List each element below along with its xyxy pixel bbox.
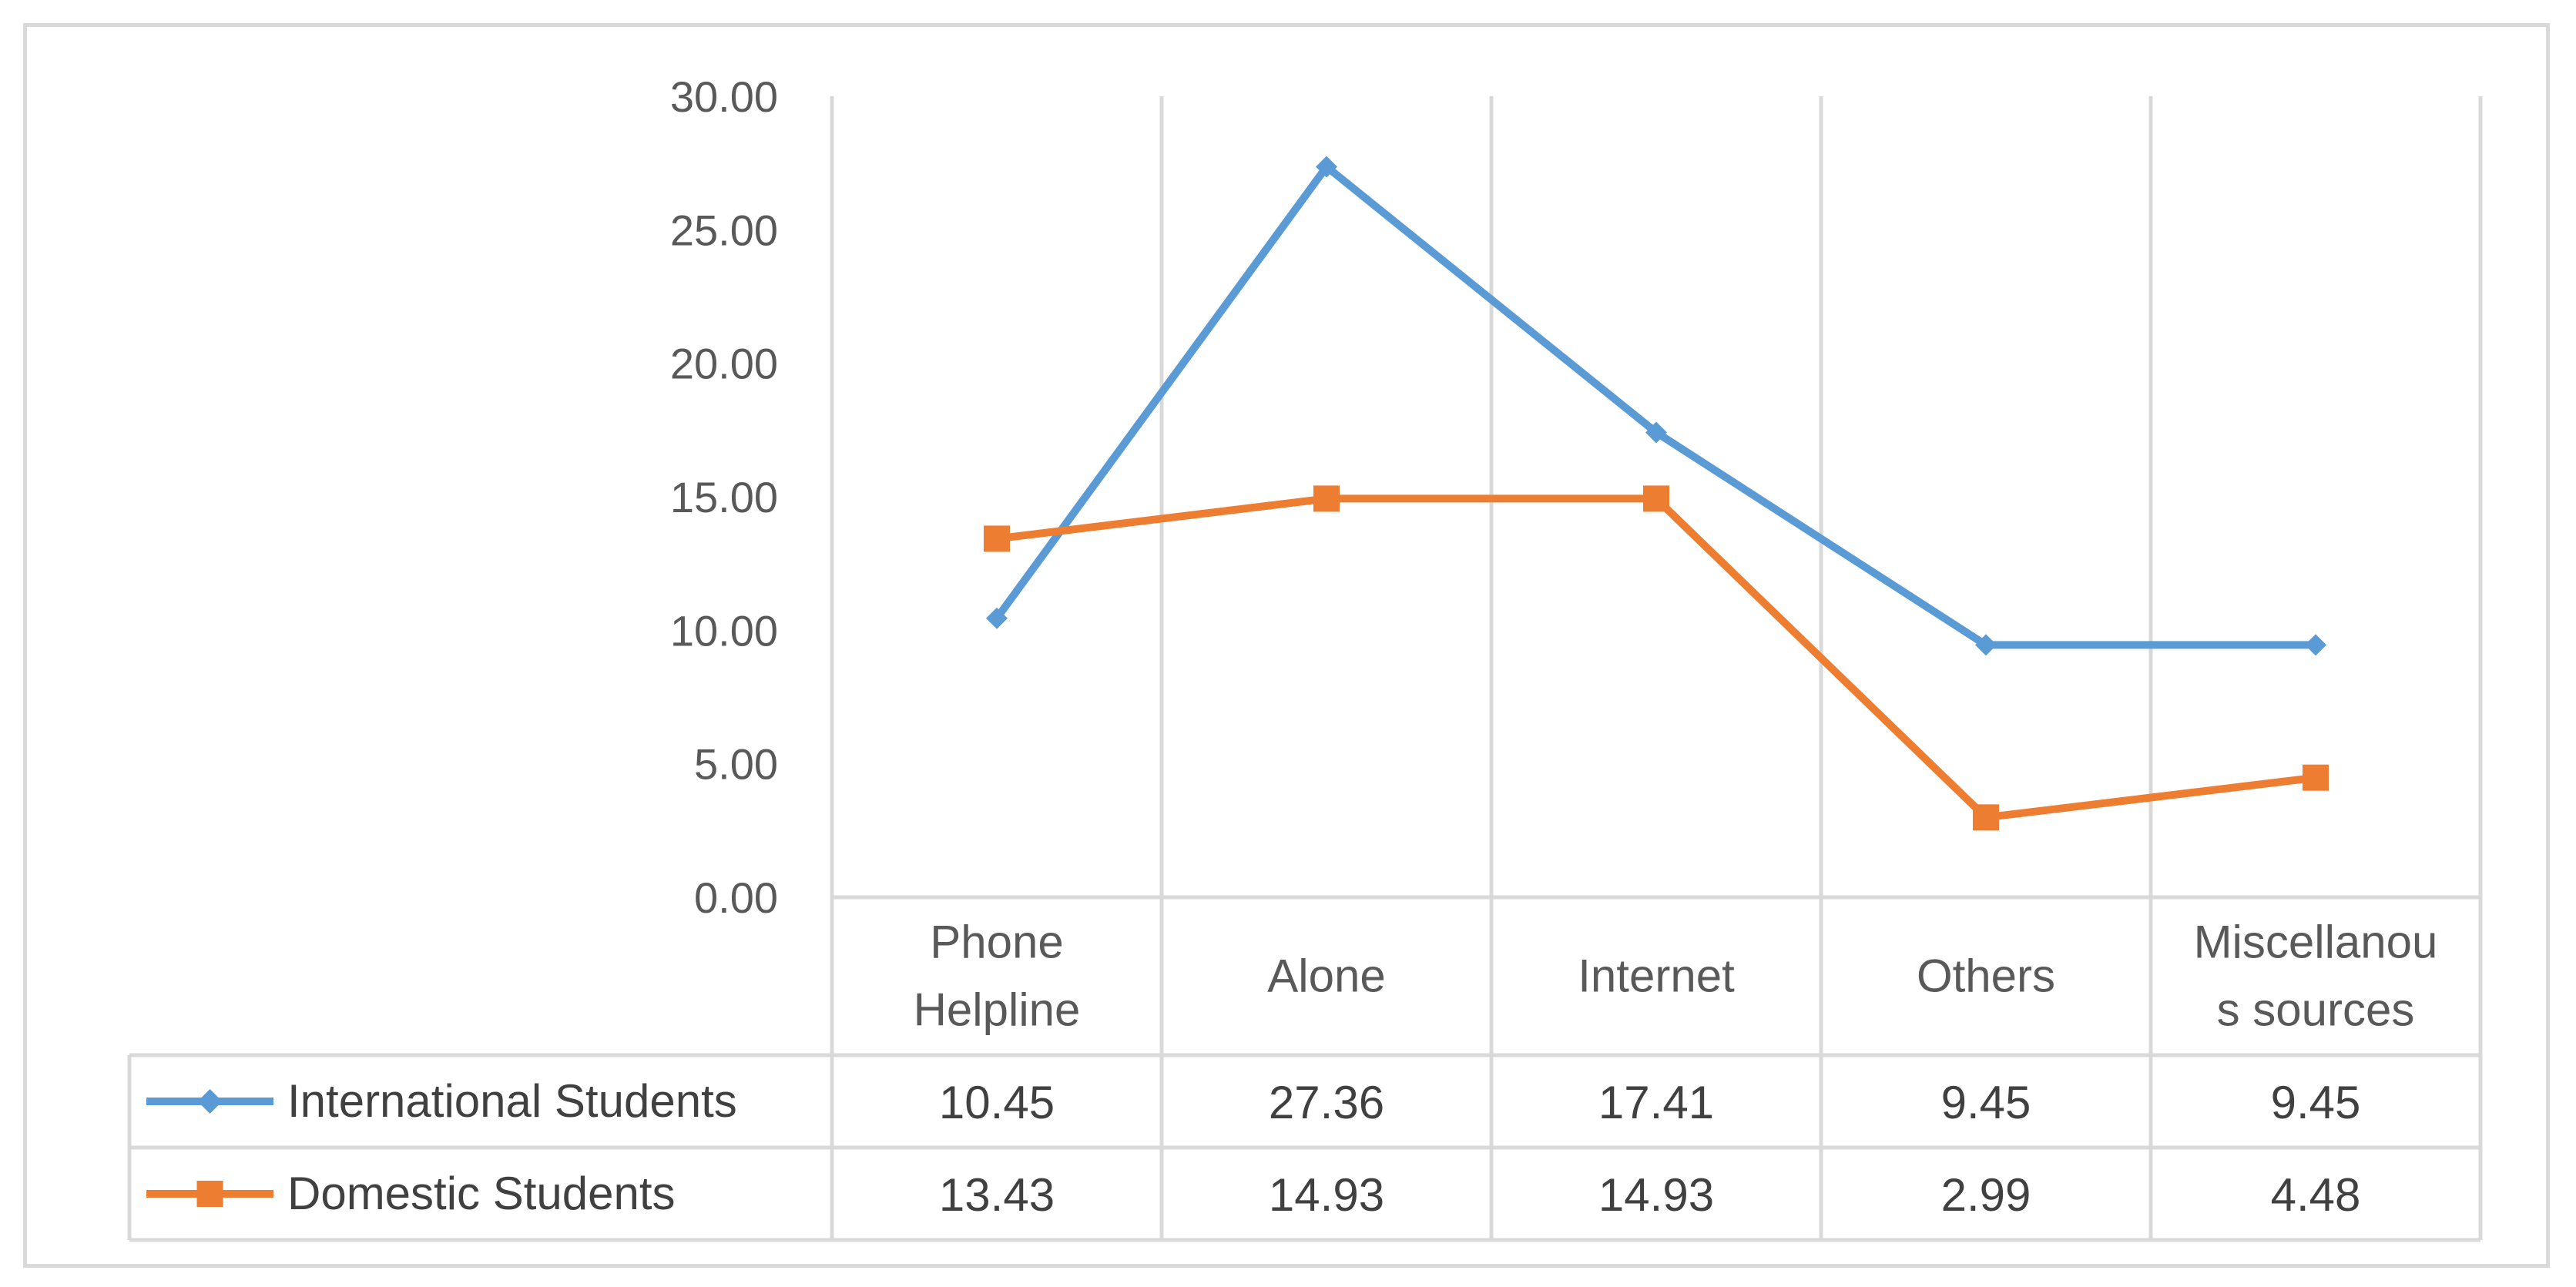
x-category-label: Others: [1917, 950, 2055, 1002]
data-point: [1313, 485, 1340, 512]
series-line-international: [993, 163, 2316, 649]
data-table-cell: 13.43: [939, 1169, 1055, 1221]
data-point: [2305, 634, 2326, 656]
data-table-cell: 10.45: [939, 1077, 1055, 1128]
y-axis-ticks: 0.00 5.00 10.00 15.00 20.00 25.00 30.00: [670, 72, 778, 922]
data-point: [1975, 634, 1997, 656]
data-table-cell: 9.45: [2271, 1077, 2361, 1128]
data-point: [984, 525, 1010, 552]
data-point: [986, 607, 1008, 629]
x-category-label: Miscellanou s sources: [2194, 917, 2438, 1036]
y-tick-label: 5.00: [694, 740, 778, 789]
data-table-cell: 2.99: [1941, 1169, 2031, 1221]
y-tick-label: 25.00: [670, 206, 778, 254]
data-point: [1645, 421, 1667, 444]
data-table-cell: 14.93: [1269, 1169, 1384, 1221]
data-table: Phone Helpline Alone Internet Others Miscella…: [127, 917, 2480, 1242]
data-table-cell: 17.41: [1598, 1077, 1714, 1128]
y-tick-label: 30.00: [670, 72, 778, 121]
y-tick-label: 10.00: [670, 606, 778, 655]
data-table-cell: 9.45: [1941, 1077, 2031, 1128]
legend-series-name: International Students: [287, 1075, 737, 1127]
data-point: [1643, 485, 1669, 512]
data-table-cell: 14.93: [1598, 1169, 1714, 1221]
data-point: [2303, 764, 2329, 791]
x-category-label: Internet: [1578, 950, 1735, 1002]
legend-key-marker: [196, 1181, 223, 1207]
y-tick-label: 20.00: [670, 340, 778, 388]
legend-series-name: Domestic Students: [287, 1168, 676, 1219]
legend-key-marker: [197, 1089, 223, 1114]
series-layer: [984, 156, 2329, 831]
data-table-cell: 4.48: [2271, 1169, 2361, 1221]
series-line-domestic: [996, 494, 2316, 822]
gridlines: [830, 96, 2483, 1240]
data-table-cell: 27.36: [1269, 1077, 1384, 1128]
data-point: [1973, 804, 1999, 831]
data-point: [1316, 156, 1337, 178]
chart-frame: [23, 23, 2550, 1268]
x-category-label: Alone: [1267, 950, 1385, 1002]
x-category-label: Phone Helpline: [914, 917, 1081, 1036]
y-tick-label: 0.00: [694, 873, 778, 922]
y-tick-label: 15.00: [670, 473, 778, 521]
